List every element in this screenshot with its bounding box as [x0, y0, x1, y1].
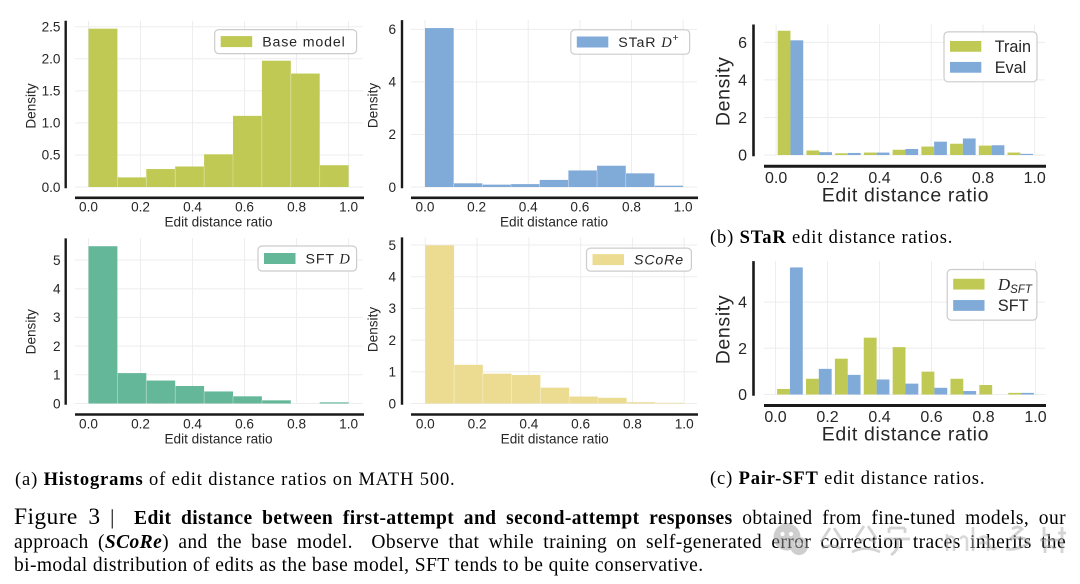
svg-text:0.4: 0.4: [519, 416, 538, 431]
svg-text:0.6: 0.6: [235, 200, 254, 215]
svg-text:4: 4: [388, 269, 396, 284]
svg-text:0.2: 0.2: [131, 416, 150, 431]
svg-text:0.8: 0.8: [623, 416, 642, 431]
svg-text:0.2: 0.2: [468, 416, 487, 431]
svg-text:1.5: 1.5: [42, 84, 61, 99]
svg-text:0.4: 0.4: [519, 200, 538, 215]
svg-text:1.0: 1.0: [674, 200, 693, 215]
svg-text:0: 0: [738, 387, 747, 404]
svg-text:0.2: 0.2: [817, 170, 839, 187]
svg-text:2: 2: [53, 339, 61, 354]
svg-text:Edit distance ratio: Edit distance ratio: [164, 431, 272, 446]
svg-text:0.2: 0.2: [816, 409, 838, 426]
svg-text:Edit distance ratio: Edit distance ratio: [500, 215, 608, 230]
svg-text:Edit distance ratio: Edit distance ratio: [822, 184, 989, 206]
svg-text:2: 2: [738, 341, 747, 358]
svg-text:0.6: 0.6: [570, 200, 589, 215]
svg-text:1.0: 1.0: [42, 116, 61, 131]
svg-text:Edit distance ratio: Edit distance ratio: [501, 431, 609, 446]
svg-text:Density: Density: [23, 309, 38, 355]
svg-text:0.8: 0.8: [287, 200, 306, 215]
svg-text:Density: Density: [713, 57, 735, 127]
svg-text:0.4: 0.4: [183, 200, 202, 215]
svg-text:0: 0: [388, 180, 396, 195]
svg-text:Train: Train: [995, 38, 1031, 56]
svg-text:0.8: 0.8: [972, 409, 994, 426]
svg-text:0.8: 0.8: [972, 170, 994, 187]
svg-text:0.5: 0.5: [42, 148, 61, 163]
svg-text:0.6: 0.6: [571, 416, 590, 431]
svg-text:0.0: 0.0: [42, 180, 61, 195]
svg-text:SFT: SFT: [998, 297, 1029, 315]
svg-text:1: 1: [388, 365, 396, 380]
svg-text:0.0: 0.0: [79, 416, 98, 431]
svg-text:DSFT: DSFT: [997, 275, 1033, 296]
svg-text:0.0: 0.0: [416, 416, 435, 431]
svg-text:1.0: 1.0: [1024, 170, 1046, 187]
svg-text:0: 0: [53, 396, 61, 411]
svg-text:0.4: 0.4: [868, 170, 890, 187]
svg-text:SFT D: SFT D: [306, 251, 351, 267]
svg-text:Density: Density: [365, 307, 380, 353]
svg-text:0.0: 0.0: [765, 170, 787, 187]
svg-text:0.8: 0.8: [622, 200, 641, 215]
svg-text:2: 2: [388, 127, 396, 142]
svg-text:0: 0: [738, 148, 747, 165]
svg-text:6: 6: [388, 22, 396, 37]
svg-text:Base model: Base model: [262, 35, 345, 51]
svg-text:Edit distance ratio: Edit distance ratio: [822, 423, 989, 445]
svg-text:5: 5: [388, 238, 396, 253]
svg-text:0.6: 0.6: [235, 416, 254, 431]
svg-text:4: 4: [738, 295, 747, 312]
svg-text:2: 2: [388, 333, 396, 348]
svg-text:3: 3: [388, 301, 396, 316]
svg-text:2.0: 2.0: [42, 52, 61, 67]
svg-text:STaR D+: STaR D+: [618, 32, 679, 51]
svg-text:Density: Density: [23, 83, 38, 129]
svg-text:1.0: 1.0: [339, 416, 358, 431]
svg-text:1.0: 1.0: [1024, 409, 1046, 426]
svg-text:2.5: 2.5: [42, 20, 61, 35]
svg-text:0: 0: [388, 396, 396, 411]
svg-text:0.2: 0.2: [467, 200, 486, 215]
svg-text:SCoRe: SCoRe: [634, 253, 684, 269]
svg-text:0.4: 0.4: [183, 416, 202, 431]
svg-text:0.0: 0.0: [764, 409, 786, 426]
svg-text:0.6: 0.6: [920, 170, 942, 187]
svg-text:Density: Density: [365, 83, 380, 129]
svg-text:4: 4: [738, 73, 747, 90]
svg-text:Edit distance ratio: Edit distance ratio: [164, 215, 272, 230]
svg-text:0.0: 0.0: [79, 200, 98, 215]
svg-text:0.8: 0.8: [287, 416, 306, 431]
svg-text:4: 4: [388, 75, 396, 90]
svg-text:0.6: 0.6: [920, 409, 942, 426]
svg-text:0.0: 0.0: [416, 200, 435, 215]
svg-text:Density: Density: [713, 295, 735, 365]
svg-text:1: 1: [53, 368, 61, 383]
svg-text:Eval: Eval: [995, 59, 1026, 77]
svg-text:3: 3: [53, 310, 61, 325]
svg-text:5: 5: [53, 253, 61, 268]
svg-text:4: 4: [53, 281, 61, 296]
svg-text:2: 2: [738, 110, 747, 127]
svg-text:0.2: 0.2: [131, 200, 150, 215]
svg-text:1.0: 1.0: [675, 416, 694, 431]
svg-text:1.0: 1.0: [339, 200, 358, 215]
svg-text:6: 6: [738, 35, 747, 52]
svg-text:0.4: 0.4: [868, 409, 890, 426]
